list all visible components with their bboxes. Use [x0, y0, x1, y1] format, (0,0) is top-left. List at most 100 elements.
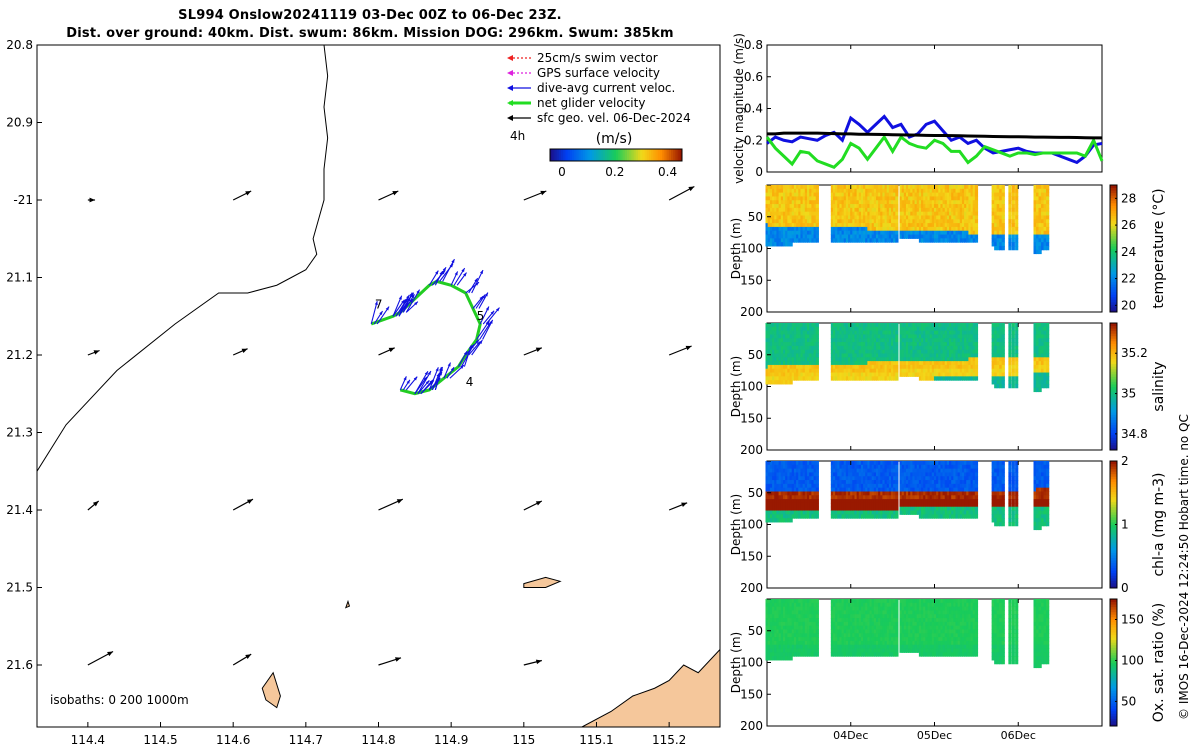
chla-cell: [796, 476, 800, 481]
temperature-cell: [880, 226, 884, 232]
salinity-colorbar-cell: [1110, 444, 1117, 448]
legend-label: net glider velocity: [537, 96, 645, 110]
chla-cell: [837, 510, 841, 515]
chla-cell: [880, 491, 884, 496]
chla-cell: [968, 468, 972, 473]
temperature-cell: [796, 215, 800, 220]
temperature-cell: [938, 192, 942, 197]
chla-cell: [927, 472, 931, 477]
salinity-cell: [1001, 349, 1005, 354]
chla-cell: [891, 495, 895, 500]
chla-cell: [923, 472, 927, 477]
salinity-cell: [895, 330, 899, 335]
temperature-cell: [780, 242, 784, 247]
temperature-cell: [1001, 230, 1005, 236]
temperature-cell: [769, 215, 774, 220]
temperature-cell: [873, 200, 878, 205]
chla-cell: [782, 491, 787, 496]
salinity-cell: [925, 372, 929, 377]
temperature-cell: [880, 196, 884, 201]
salinity-cell: [878, 349, 882, 354]
salinity-cell: [999, 357, 1003, 362]
salinity-cell: [1043, 383, 1047, 389]
temperature-cell: [994, 245, 998, 251]
salinity-cell: [852, 334, 856, 339]
salinity-cell: [807, 323, 811, 328]
temperature-colorbar-label: temperature (°C): [1151, 188, 1167, 308]
salinity-cell: [1033, 326, 1037, 332]
chla-cell: [940, 464, 944, 470]
chla-cell: [815, 476, 819, 481]
temperature-colorbar-cell: [1110, 197, 1117, 201]
salinity-cell: [964, 330, 968, 335]
temperature-cell: [807, 188, 811, 194]
temperature-cell: [791, 226, 795, 232]
chla-cell: [811, 461, 815, 466]
chla-cell: [796, 464, 800, 470]
chla-cell: [918, 499, 923, 504]
salinity-cell: [1033, 334, 1037, 339]
chla-cell: [938, 506, 942, 512]
temperature-cell: [908, 234, 912, 239]
chla-cell: [835, 506, 839, 512]
chla-cell: [966, 464, 970, 470]
chla-cell: [949, 468, 953, 473]
salinity-cell: [1011, 372, 1015, 377]
salinity-cell: [882, 334, 886, 339]
temperature-cell: [871, 226, 875, 232]
temperature-cell: [895, 188, 899, 194]
salinity-cell: [942, 353, 946, 358]
salinity-cell: [957, 342, 961, 347]
temperature-cell: [837, 226, 841, 232]
chla-cell: [796, 506, 800, 512]
chla-cell: [916, 487, 920, 492]
salinity-cell: [972, 376, 976, 381]
chla-cell: [843, 495, 847, 500]
salinity-cell: [869, 326, 873, 332]
chla-cell: [929, 487, 933, 492]
salinity-cell: [787, 323, 791, 328]
temperature-cell: [841, 207, 845, 213]
temperature-cell: [809, 226, 813, 232]
temperature-cell: [800, 188, 804, 194]
chla-cell: [798, 514, 802, 519]
salinity-cell: [966, 330, 970, 335]
salinity-cell: [959, 376, 963, 381]
chla-cell: [880, 464, 884, 470]
chla-cell: [873, 464, 878, 470]
temperature-cell: [972, 238, 976, 243]
chla-cell: [774, 461, 778, 466]
chla-cell: [785, 514, 789, 519]
temperature-cell: [1008, 242, 1012, 247]
salinity-cell: [778, 323, 782, 328]
salinity-cell: [780, 326, 784, 332]
temperature-cell: [959, 219, 963, 224]
temperature-cell: [957, 211, 961, 216]
salinity-cell: [955, 349, 959, 354]
chla-cell: [867, 499, 871, 504]
temperature-cell: [858, 238, 862, 243]
salinity-cell: [901, 326, 905, 332]
salinity-cell: [1041, 361, 1045, 366]
salinity-cell: [800, 364, 804, 370]
chla-cell: [845, 487, 850, 492]
temperature-cell: [1041, 245, 1045, 251]
salinity-cell: [813, 334, 817, 339]
temperature-cell: [878, 196, 882, 201]
temperature-cell: [867, 207, 871, 213]
chla-cell: [925, 506, 929, 512]
salinity-cell: [1041, 372, 1045, 377]
temperature-cell: [927, 238, 931, 243]
chla-cell: [841, 487, 845, 492]
chla-cell: [888, 472, 893, 477]
chla-cell: [856, 487, 860, 492]
salinity-cell: [936, 330, 940, 335]
temperature-cell: [1043, 215, 1047, 220]
temperature-cell: [802, 200, 806, 205]
temperature-cell: [1015, 238, 1019, 243]
temperature-cell: [944, 211, 948, 216]
salinity-cell: [949, 330, 953, 335]
temperature-cell: [815, 219, 819, 224]
temperature-cell: [903, 192, 908, 197]
temperature-cell: [858, 196, 862, 201]
